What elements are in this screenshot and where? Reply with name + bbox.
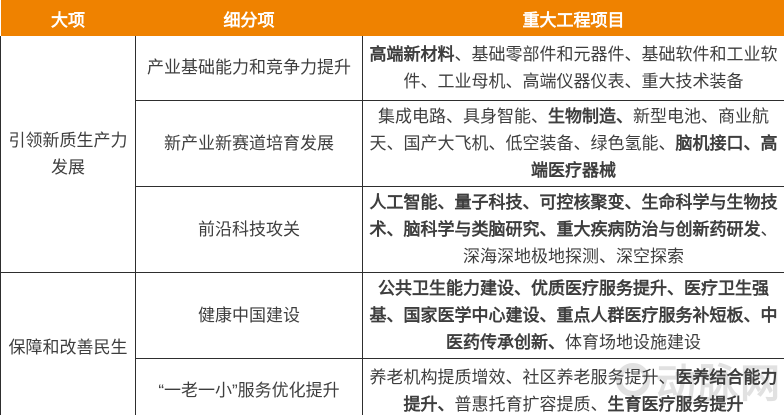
projects-cell: 人工智能、量子科技、可控核聚变、生命科学与生物技术、脑科学与类脑研究、重大疾病防… (362, 185, 784, 273)
table-row: “一老一小”服务优化提升 养老机构提质增效、社区养老服务提升、医养结合能力提升、… (1, 357, 784, 415)
subcategory-cell: 前沿科技攻关 (135, 185, 363, 273)
projects-cell: 公共卫生能力建设、优质医疗服务提升、医疗卫生强基、国家医学中心建设、重点人群医疗… (362, 271, 784, 359)
category-cell-livelihood: 保障和改善民生 (0, 271, 136, 415)
table-row: 引领新质生产力发展 产业基础能力和竞争力提升 高端新材料、基础零部件和元器件、基… (0, 36, 784, 273)
subcategory-cell: 新产业新赛道培育发展 (135, 99, 363, 187)
category-cell-new-productivity: 引领新质生产力发展 (0, 36, 136, 273)
col-header-category: 大项 (0, 0, 136, 36)
col-header-projects: 重大工程项目 (362, 0, 784, 36)
table-row: 保障和改善民生 健康中国建设 公共卫生能力建设、优质医疗服务提升、医疗卫生强基、… (0, 271, 784, 415)
subcategory-cell: “一老一小”服务优化提升 (135, 357, 363, 415)
col-header-subcategory: 细分项 (135, 0, 363, 36)
header-row: 大项 细分项 重大工程项目 (0, 0, 784, 36)
subcategory-cell: 健康中国建设 (135, 271, 363, 359)
projects-cell: 集成电路、具身智能、生物制造、新型电池、商业航天、国产大飞机、低空装备、绿色氢能… (362, 99, 784, 187)
subcategory-cell: 产业基础能力和竞争力提升 (135, 36, 363, 101)
projects-cell: 养老机构提质增效、社区养老服务提升、医养结合能力提升、普惠托育扩容提质、生育医疗… (362, 357, 784, 415)
projects-cell: 高端新材料、基础零部件和元器件、基础软件和工业软件、工业母机、高端仪器仪表、重大… (362, 36, 784, 101)
table-row: 前沿科技攻关 人工智能、量子科技、可控核聚变、生命科学与生物技术、脑科学与类脑研… (1, 185, 784, 273)
